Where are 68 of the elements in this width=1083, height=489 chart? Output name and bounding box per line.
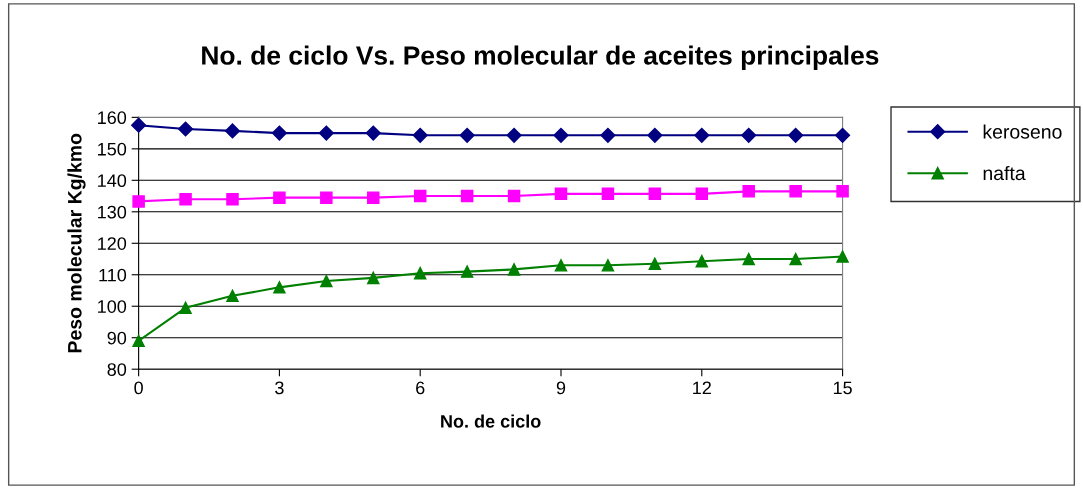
point xyxy=(695,187,709,201)
point xyxy=(365,125,381,141)
x-tick-label: 6 xyxy=(416,381,425,395)
point xyxy=(459,127,475,143)
point xyxy=(460,265,474,278)
point xyxy=(179,192,192,206)
x-tick-label: 15 xyxy=(833,381,852,395)
point xyxy=(788,127,804,143)
legend-label: keroseno xyxy=(983,124,1062,139)
point xyxy=(742,252,755,266)
y-tick-label: 130 xyxy=(98,205,127,219)
x-tick-label: 3 xyxy=(275,381,284,395)
point xyxy=(320,274,333,288)
point xyxy=(507,263,521,276)
point xyxy=(226,192,239,206)
point xyxy=(648,257,662,270)
point xyxy=(273,191,286,204)
point xyxy=(226,289,239,303)
y-tick-label: 100 xyxy=(98,300,127,313)
y-tick-label: 110 xyxy=(99,268,127,282)
point xyxy=(413,189,427,203)
y-tick-label: 140 xyxy=(98,174,127,188)
point xyxy=(177,121,194,137)
point xyxy=(694,127,710,143)
point xyxy=(273,281,286,294)
x-tick-label: 0 xyxy=(134,381,143,395)
point xyxy=(601,187,615,201)
point xyxy=(413,266,427,280)
point xyxy=(789,185,802,198)
point xyxy=(507,189,521,203)
point xyxy=(554,259,568,272)
point xyxy=(695,254,709,268)
point xyxy=(835,127,851,143)
point xyxy=(412,127,428,143)
point xyxy=(741,127,757,143)
point xyxy=(601,259,615,272)
point xyxy=(742,185,755,198)
point xyxy=(789,252,802,266)
point xyxy=(367,271,380,285)
point xyxy=(554,187,568,201)
y-axis-title: Peso molecular Kg/kmo xyxy=(67,133,86,353)
y-tick-label: 120 xyxy=(98,237,127,250)
point xyxy=(131,117,147,133)
point xyxy=(648,187,662,201)
point xyxy=(367,191,380,204)
point xyxy=(600,127,616,143)
point xyxy=(460,189,474,203)
point xyxy=(647,127,663,143)
x-tick-label: 12 xyxy=(693,381,711,395)
point xyxy=(132,334,145,348)
point xyxy=(553,127,569,143)
legend-label: nafta xyxy=(983,165,1026,181)
point xyxy=(271,125,287,141)
point xyxy=(179,301,192,315)
point xyxy=(506,127,522,143)
point xyxy=(836,185,849,198)
point xyxy=(836,250,849,263)
y-tick-label: 80 xyxy=(107,363,127,376)
point xyxy=(224,123,241,139)
chart-title: No. de ciclo Vs. Peso molecular de aceites principales xyxy=(202,45,879,71)
point xyxy=(320,191,333,204)
y-tick-label: 150 xyxy=(98,142,127,156)
point xyxy=(132,195,145,208)
y-tick-label: 160 xyxy=(98,111,127,125)
x-axis-title: No. de ciclo xyxy=(441,414,541,428)
x-tick-label: 9 xyxy=(556,381,566,395)
y-tick-label: 90 xyxy=(107,331,127,345)
point xyxy=(318,125,334,141)
